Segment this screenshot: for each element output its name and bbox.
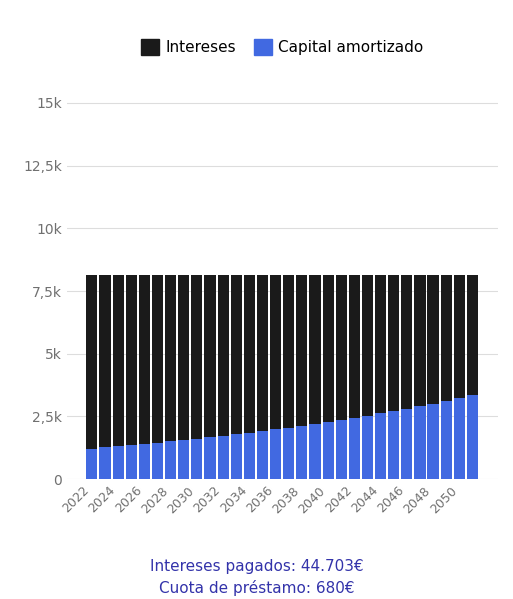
Bar xyxy=(112,446,124,479)
Bar xyxy=(244,432,255,479)
Bar xyxy=(467,274,478,395)
Bar xyxy=(152,274,163,443)
Bar xyxy=(362,274,373,416)
Bar xyxy=(283,274,294,428)
Bar xyxy=(112,274,124,446)
Bar xyxy=(401,274,412,409)
Bar xyxy=(336,274,347,420)
Bar xyxy=(178,440,189,479)
Legend: Intereses, Capital amortizado: Intereses, Capital amortizado xyxy=(134,34,430,62)
Bar xyxy=(165,274,176,441)
Bar xyxy=(139,274,150,444)
Bar xyxy=(178,274,189,440)
Bar xyxy=(297,426,307,479)
Text: Intereses pagados: 44.703€: Intereses pagados: 44.703€ xyxy=(150,558,363,574)
Bar xyxy=(309,274,321,424)
Bar xyxy=(453,274,465,398)
Bar xyxy=(427,274,439,404)
Bar xyxy=(323,274,333,422)
Bar xyxy=(231,274,242,434)
Bar xyxy=(218,436,229,479)
Bar xyxy=(86,449,97,479)
Bar xyxy=(204,274,215,437)
Bar xyxy=(191,274,203,438)
Bar xyxy=(415,274,425,406)
Bar xyxy=(427,404,439,479)
Text: Cuota de préstamo: 680€: Cuota de préstamo: 680€ xyxy=(159,580,354,596)
Bar xyxy=(297,274,307,426)
Bar xyxy=(375,274,386,413)
Bar xyxy=(218,274,229,436)
Bar xyxy=(126,445,137,479)
Bar xyxy=(441,401,452,479)
Bar xyxy=(467,395,478,479)
Bar xyxy=(165,441,176,479)
Bar xyxy=(86,274,97,449)
Bar xyxy=(362,416,373,479)
Bar xyxy=(139,444,150,479)
Bar xyxy=(349,274,360,418)
Bar xyxy=(270,429,281,479)
Bar xyxy=(323,422,333,479)
Bar xyxy=(415,406,425,479)
Bar xyxy=(257,274,268,431)
Bar xyxy=(191,438,203,479)
Bar xyxy=(453,398,465,479)
Bar xyxy=(349,418,360,479)
Bar xyxy=(231,434,242,479)
Bar xyxy=(270,274,281,429)
Bar xyxy=(126,274,137,445)
Bar xyxy=(152,443,163,479)
Bar xyxy=(309,424,321,479)
Bar xyxy=(441,274,452,401)
Bar xyxy=(375,413,386,479)
Bar xyxy=(257,431,268,479)
Bar xyxy=(100,447,111,479)
Bar xyxy=(388,411,399,479)
Bar xyxy=(336,420,347,479)
Bar xyxy=(204,437,215,479)
Bar xyxy=(283,428,294,479)
Bar xyxy=(244,274,255,432)
Bar xyxy=(388,274,399,411)
Bar xyxy=(401,409,412,479)
Bar xyxy=(100,274,111,447)
